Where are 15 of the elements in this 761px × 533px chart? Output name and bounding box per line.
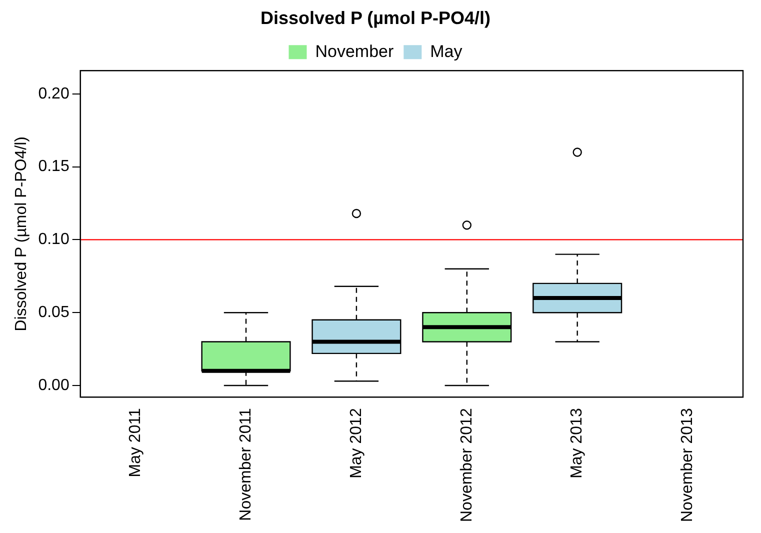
y-tick-label: 0.20 [38,85,70,102]
x-tick-label: May 2012 [348,408,365,478]
x-tick-label: May 2013 [568,408,586,478]
y-tick-label: 0.15 [38,158,70,176]
chart-title: Dissolved P (µmol P-PO4/l) [260,8,491,28]
x-tick-label: November 2011 [237,408,254,521]
y-tick-label: 0.00 [38,376,70,394]
legend-label: May [430,42,463,61]
y-axis-title: Dissolved P (µmol P-PO4/l) [13,136,30,332]
x-tick-label: November 2012 [458,408,476,522]
y-tick-label: 0.05 [38,304,70,322]
y-tick-label: 0.10 [38,231,70,248]
legend-label: November [315,42,394,61]
x-tick-label: May 2011 [126,408,144,478]
x-tick-label: November 2013 [679,408,696,522]
